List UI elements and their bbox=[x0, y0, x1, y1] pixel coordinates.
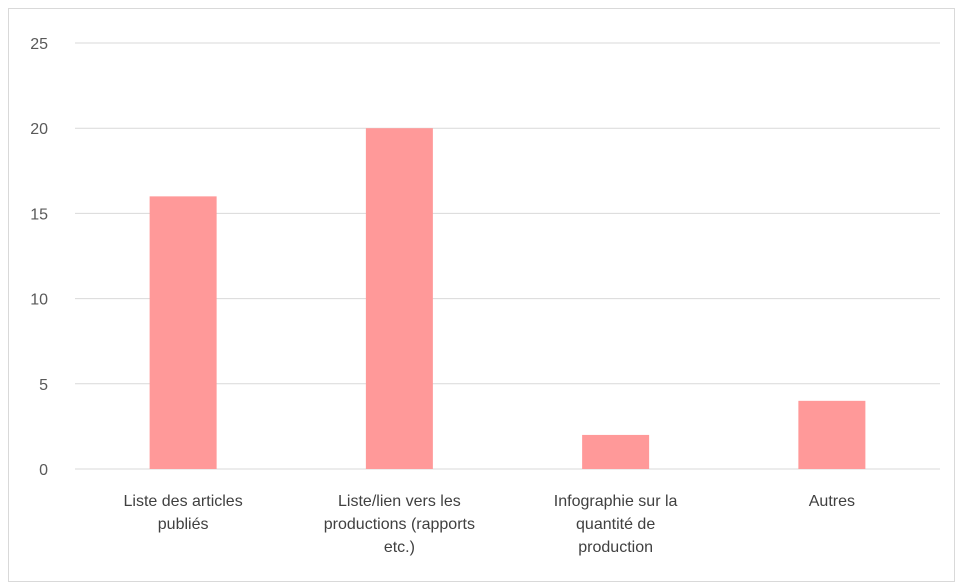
y-tick-label: 20 bbox=[30, 121, 48, 138]
x-axis-labels: Liste des articles publiés Liste/lien vers… bbox=[124, 493, 855, 556]
x-category-label-line: quantité de bbox=[576, 516, 655, 533]
bars bbox=[149, 128, 866, 470]
y-tick-label: 0 bbox=[39, 462, 48, 479]
bar bbox=[582, 434, 650, 469]
y-tick-label: 10 bbox=[30, 292, 48, 309]
y-tick-label: 25 bbox=[30, 36, 48, 53]
y-tick-label: 15 bbox=[30, 206, 48, 223]
x-category-label-line: Liste/lien vers les bbox=[338, 493, 461, 510]
bar bbox=[798, 400, 866, 469]
x-category-label-line: etc.) bbox=[384, 539, 415, 556]
x-category-label-line: production bbox=[578, 539, 653, 556]
y-tick-label: 5 bbox=[39, 377, 48, 394]
gridlines bbox=[75, 42, 940, 470]
x-category-label-line: productions (rapports bbox=[324, 516, 475, 533]
x-category-label: Autres bbox=[809, 493, 855, 510]
y-axis-ticks: 0 5 10 15 20 25 bbox=[30, 36, 48, 479]
x-category-label: Liste des articles publiés bbox=[124, 493, 243, 533]
bar bbox=[365, 128, 433, 469]
x-category-label-line: publiés bbox=[158, 516, 209, 533]
x-category-label-line: Infographie sur la bbox=[554, 493, 678, 510]
x-category-label-line: Autres bbox=[809, 493, 855, 510]
x-category-label-line: Liste des articles bbox=[124, 493, 243, 510]
bar bbox=[149, 196, 217, 470]
x-category-label: Liste/lien vers les productions (rapports… bbox=[324, 493, 475, 556]
x-category-label: Infographie sur la quantité de production bbox=[554, 493, 678, 556]
